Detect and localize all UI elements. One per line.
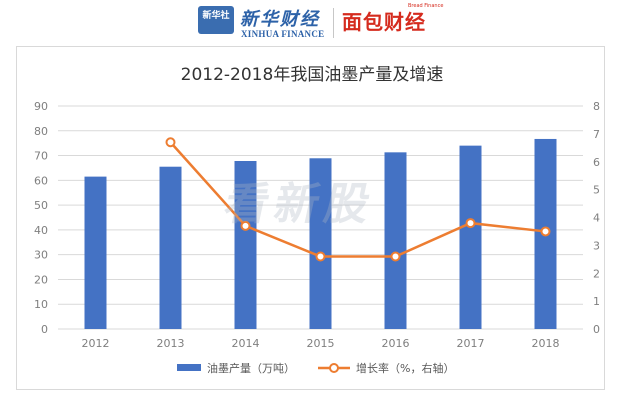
xinhua-logo: 新华社 — [198, 6, 234, 34]
y-left-tick-label: 20 — [34, 273, 48, 286]
watermark: 看新股 — [219, 179, 381, 230]
y-left-tick-label: 70 — [34, 150, 48, 163]
growth-point — [240, 220, 251, 231]
legend-label-line: 增长率（%，右轴） — [356, 361, 454, 375]
y-right-tick-label: 6 — [593, 156, 600, 169]
x-tick-label: 2013 — [157, 337, 185, 350]
bar — [234, 161, 257, 329]
bar — [84, 176, 107, 329]
legend-label-bar: 油墨产量（万吨） — [207, 361, 295, 375]
y-left-tick-label: 30 — [34, 249, 48, 262]
bar — [384, 152, 407, 329]
chart-frame — [16, 46, 605, 390]
header: 新华社 新华财经 XINHUA FINANCE 面包财经 Bread Finan… — [0, 0, 625, 46]
partner-name: 面包财经 — [342, 10, 426, 34]
y-left-tick-label: 80 — [34, 125, 48, 138]
y-left-tick-label: 60 — [34, 174, 48, 187]
y-right-tick-label: 8 — [593, 100, 600, 113]
y-right-tick-label: 2 — [593, 267, 600, 280]
y-right-tick-label: 5 — [593, 184, 600, 197]
legend-marker-line — [329, 363, 339, 373]
legend-swatch-bar — [177, 364, 201, 371]
bar — [459, 145, 482, 329]
y-left-tick-label: 10 — [34, 298, 48, 311]
y-right-tick-label: 4 — [593, 212, 600, 225]
y-right-tick-label: 7 — [593, 128, 600, 141]
header-divider — [333, 8, 334, 38]
x-tick-label: 2017 — [457, 337, 485, 350]
partner-english: Bread Finance — [408, 3, 444, 9]
bar — [309, 158, 332, 329]
y-right-tick-label: 1 — [593, 295, 600, 308]
x-tick-label: 2012 — [82, 337, 110, 350]
y-left-tick-label: 0 — [41, 323, 48, 336]
growth-point — [390, 251, 401, 262]
x-tick-label: 2015 — [307, 337, 335, 350]
y-left-tick-label: 50 — [34, 199, 48, 212]
y-right-tick-label: 3 — [593, 239, 600, 252]
y-left-tick-label: 90 — [34, 100, 48, 113]
x-tick-label: 2016 — [382, 337, 410, 350]
growth-point — [165, 137, 176, 148]
brand-english: XINHUA FINANCE — [241, 29, 325, 39]
bar — [159, 166, 182, 329]
xinhua-logo-text: 新华社 — [202, 11, 230, 21]
x-tick-label: 2018 — [532, 337, 560, 350]
growth-point — [465, 218, 476, 229]
y-left-tick-label: 40 — [34, 224, 48, 237]
growth-point — [315, 251, 326, 262]
brand-name: 新华财经 — [240, 9, 320, 30]
growth-point — [540, 226, 551, 237]
chart-title: 2012-2018年我国油墨产量及增速 — [181, 65, 444, 85]
growth-line — [169, 141, 546, 258]
x-tick-label: 2014 — [232, 337, 260, 350]
y-right-tick-label: 0 — [593, 323, 600, 336]
